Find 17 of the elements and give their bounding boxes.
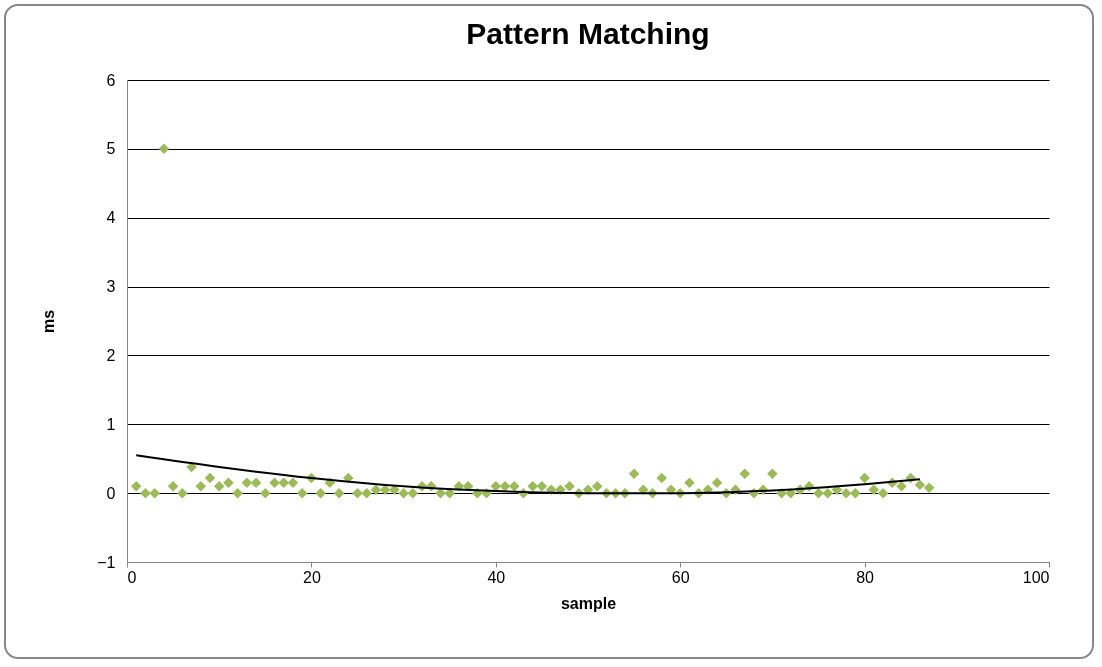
y-tick-label: −1: [97, 553, 116, 571]
x-tick-label: 0: [127, 568, 137, 586]
y-tick-label: 1: [106, 415, 116, 433]
chart-title: Pattern Matching: [466, 17, 710, 50]
y-tick-label: 3: [106, 278, 116, 296]
y-tick-label: 2: [106, 346, 116, 364]
x-tick-label: 40: [487, 568, 506, 586]
y-tick-label: 6: [106, 71, 116, 89]
x-tick-label: 100: [1022, 568, 1050, 586]
y-axis-title: ms: [40, 309, 58, 334]
y-tick-label: 4: [106, 209, 116, 227]
x-tick-label: 80: [856, 568, 875, 586]
y-tick-label: 5: [106, 140, 116, 158]
x-tick-label: 60: [671, 568, 690, 586]
x-tick-label: 20: [303, 568, 321, 586]
y-tick-label: 0: [106, 484, 116, 502]
x-axis-title: sample: [560, 594, 617, 612]
